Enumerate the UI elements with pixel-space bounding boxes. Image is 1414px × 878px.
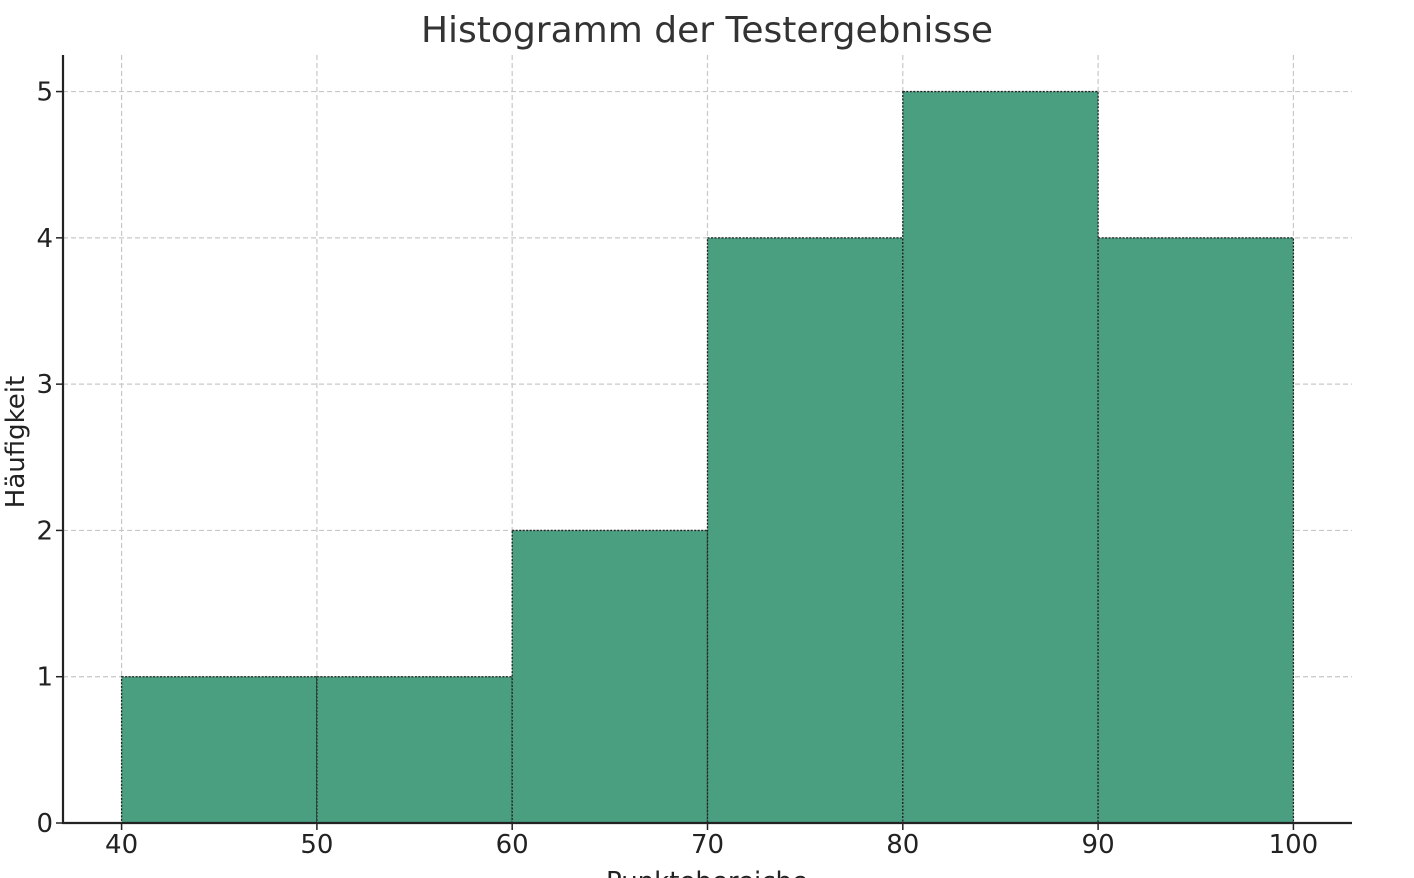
histogram-bar-3 xyxy=(706,237,904,824)
histogram-bar-1 xyxy=(316,676,513,824)
histogram-bars xyxy=(120,90,1295,824)
x-tick-label: 100 xyxy=(1269,830,1319,860)
y-tick-label: 3 xyxy=(36,370,53,400)
y-tick-label: 4 xyxy=(36,224,53,254)
x-axis-label: Punktebereiche xyxy=(606,867,808,878)
y-axis-label: Häufigkeit xyxy=(1,376,31,508)
y-tick-label: 1 xyxy=(36,663,53,693)
histogram-bar-0 xyxy=(120,676,318,824)
x-tick-label: 60 xyxy=(496,830,529,860)
y-tick-label: 5 xyxy=(36,78,53,108)
axes xyxy=(56,55,1352,830)
x-tick-label: 90 xyxy=(1082,830,1115,860)
histogram-bar-2 xyxy=(511,529,709,824)
x-tick-label: 50 xyxy=(300,830,333,860)
x-tick-label: 70 xyxy=(691,830,724,860)
tick-labels: 40 50 60 70 80 90 100 0 1 2 3 4 5 xyxy=(36,78,1318,860)
histogram-bar-5 xyxy=(1097,237,1295,824)
x-tick-label: 80 xyxy=(886,830,919,860)
y-tick-label: 0 xyxy=(36,809,53,839)
chart-title: Histogramm der Testergebnisse xyxy=(421,10,993,51)
histogram-bar-4 xyxy=(902,90,1099,824)
y-tick-label: 2 xyxy=(36,516,53,546)
x-tick-label: 40 xyxy=(105,830,138,860)
